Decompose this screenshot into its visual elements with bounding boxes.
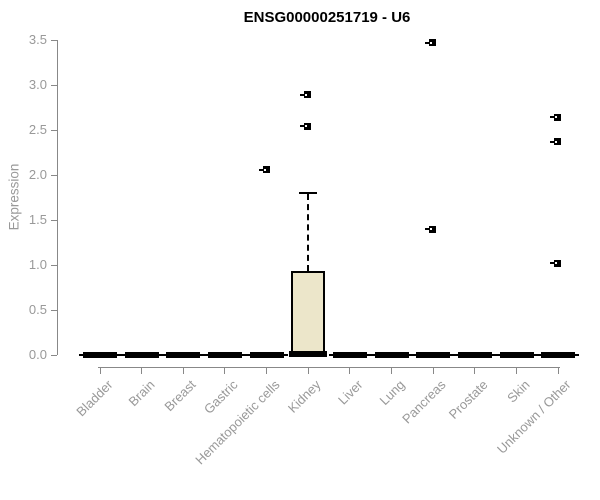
outlier-point-notch — [263, 168, 266, 171]
upper-whisker-cap — [299, 192, 318, 194]
outlier-point — [304, 91, 312, 99]
outlier-point-dash — [550, 140, 555, 143]
outlier-point-dash — [550, 262, 555, 265]
zero-box-wing-left — [537, 354, 542, 356]
zero-box-wing-right — [283, 354, 288, 356]
upper-whisker — [307, 194, 310, 272]
zero-box-wing-left — [453, 354, 458, 356]
x-tick-mark — [182, 367, 184, 374]
zero-box-wing-right — [575, 354, 580, 356]
outlier-point-dash — [425, 228, 430, 230]
zero-box-wing-left — [495, 354, 500, 356]
zero-box-wing-right — [408, 354, 413, 356]
outlier-point — [554, 113, 562, 121]
zero-box-wing-left — [245, 354, 250, 356]
zero-box-wing-right — [158, 354, 163, 356]
zero-box-median — [457, 352, 492, 358]
chart-title: ENSG00000251719 - U6 — [243, 9, 411, 26]
x-tick-mark — [432, 367, 434, 374]
x-tick-mark — [349, 367, 351, 374]
zero-box-wing-left — [203, 354, 208, 356]
median-line — [289, 351, 328, 358]
zero-box-wing-right — [491, 354, 496, 356]
outlier-point-dash — [300, 93, 305, 96]
x-tick-mark — [141, 367, 143, 374]
outlier-point-notch — [555, 262, 558, 265]
zero-box-wing-left — [412, 354, 417, 356]
zero-box-median — [83, 352, 117, 358]
box — [291, 271, 326, 358]
y-tick-mark — [51, 129, 57, 131]
y-axis-line — [57, 40, 58, 355]
y-tick-label: 3.5 — [28, 32, 47, 47]
outlier-point-dash — [425, 41, 430, 44]
zero-box-median — [332, 352, 367, 358]
x-tick-mark — [99, 367, 101, 374]
outlier-point-notch — [305, 125, 308, 128]
x-tick-mark — [307, 367, 309, 374]
zero-box-wing-left — [120, 354, 125, 356]
outlier-point-dash — [300, 125, 305, 128]
outlier-point — [429, 225, 437, 233]
y-tick-mark — [51, 219, 57, 221]
outlier-point-dash — [550, 116, 555, 119]
outlier-point — [554, 259, 562, 267]
x-axis-line — [98, 367, 561, 368]
y-tick-label: 3.0 — [28, 77, 47, 92]
zero-box-wing-left — [79, 354, 83, 356]
zero-box-median — [416, 352, 451, 358]
x-tick-mark — [557, 367, 559, 374]
y-tick-mark — [51, 354, 57, 356]
zero-box-wing-right — [450, 354, 455, 356]
zero-box-wing-left — [370, 354, 375, 356]
zero-box-wing-left — [328, 354, 333, 356]
zero-box-wing-right — [533, 354, 538, 356]
outlier-point — [429, 39, 437, 47]
zero-box-median — [249, 352, 284, 358]
y-tick-mark — [51, 39, 57, 41]
y-tick-label: 2.0 — [28, 167, 47, 182]
zero-box-wing-right — [366, 354, 371, 356]
x-tick-mark — [391, 367, 393, 374]
zero-box-median — [499, 352, 534, 358]
outlier-point-notch — [430, 41, 433, 44]
x-tick-mark — [224, 367, 226, 374]
x-tick-mark — [474, 367, 476, 374]
y-tick-mark — [51, 309, 57, 311]
x-tick-mark — [516, 367, 518, 374]
y-tick-label: 2.5 — [28, 122, 47, 137]
y-tick-mark — [51, 84, 57, 86]
outlier-point — [554, 138, 562, 146]
zero-box-wing-right — [200, 354, 205, 356]
outlier-point — [304, 122, 312, 130]
zero-box-median — [166, 352, 201, 358]
zero-box-wing-left — [162, 354, 167, 356]
outlier-point-dash — [258, 168, 263, 171]
outlier-point-notch — [555, 140, 558, 143]
x-tick-mark — [266, 367, 268, 374]
zero-box-median — [124, 352, 159, 358]
zero-box-median — [374, 352, 409, 358]
y-tick-mark — [51, 174, 57, 176]
zero-box-median — [541, 352, 576, 358]
zero-box-wing-right — [117, 354, 121, 356]
zero-box-wing-right — [241, 354, 246, 356]
y-tick-mark — [51, 264, 57, 266]
outlier-point — [262, 166, 270, 174]
y-tick-label: 0.5 — [28, 302, 47, 317]
y-tick-label: 1.5 — [28, 212, 47, 227]
outlier-point-notch — [430, 228, 433, 230]
y-tick-label: 1.0 — [28, 257, 47, 272]
y-tick-label: 0.0 — [28, 347, 47, 362]
outlier-point-notch — [305, 93, 308, 96]
zero-box-median — [207, 352, 242, 358]
outlier-point-notch — [555, 116, 558, 119]
